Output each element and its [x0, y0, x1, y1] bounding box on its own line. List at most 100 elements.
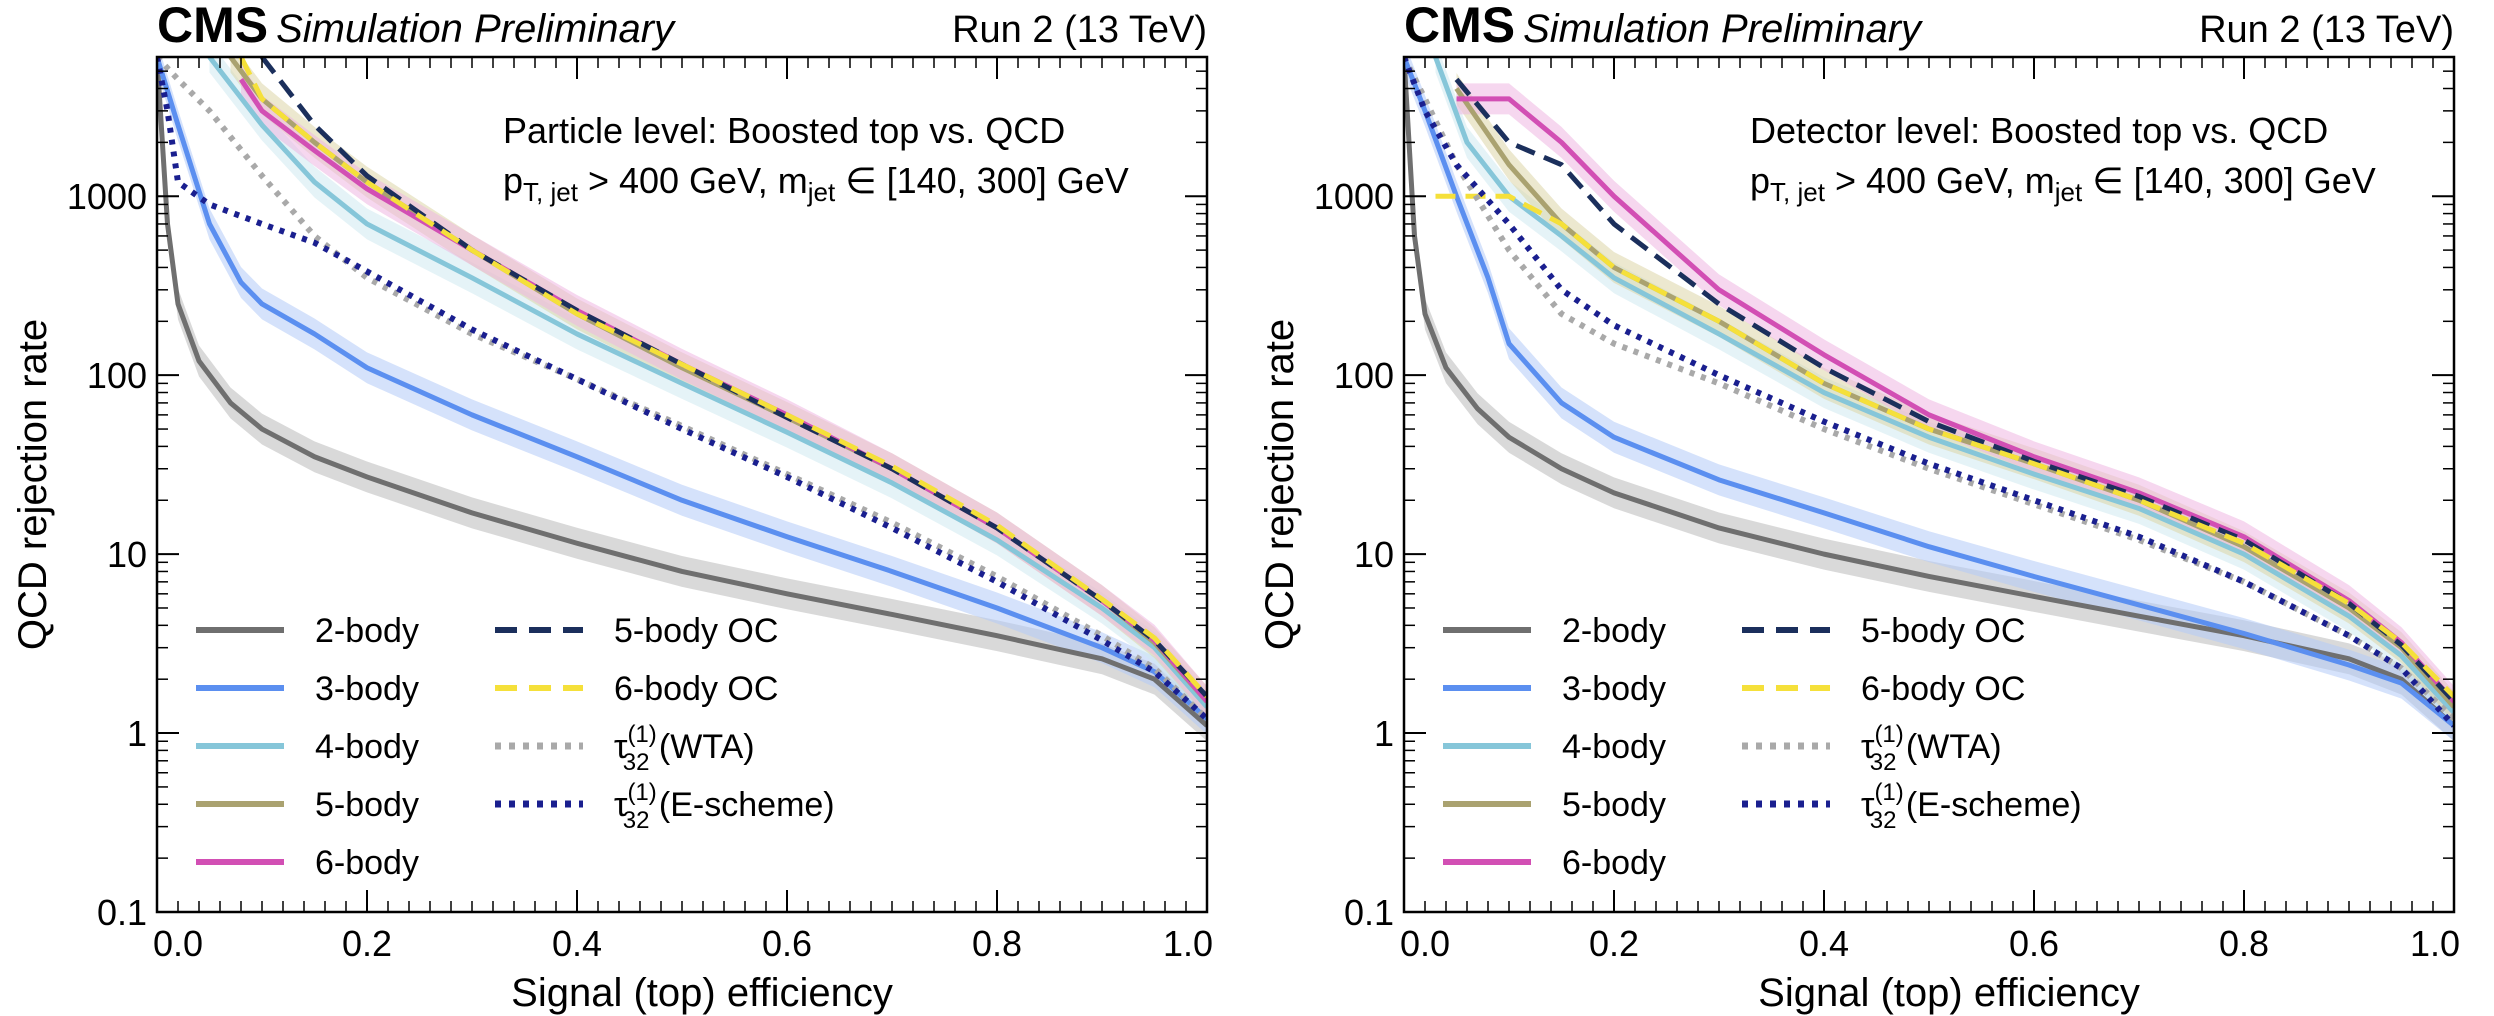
annotation-m-sub: jet: [2054, 177, 2083, 207]
annotation-pt-sub: T, jet: [1770, 177, 1826, 207]
y-axis-label: QCD rejection rate: [11, 319, 55, 650]
y-tick-label: 0.1: [97, 892, 147, 933]
series-line-2-body: [157, 57, 1207, 728]
legend-tau-sup: (1): [1874, 779, 1903, 806]
x-tick-label: 0.6: [762, 923, 812, 964]
series-line-3-body: [157, 57, 1207, 721]
legend-tau: τ: [614, 728, 628, 766]
legend-label-wta: τ(1) 32 (WTA): [1861, 721, 2002, 776]
legend-tau-sub: 32: [623, 807, 650, 834]
x-axis-label: Signal (top) efficiency: [1758, 971, 2140, 1015]
legend-tau-tail: (E-scheme): [1896, 786, 2081, 824]
x-tick-label: 0.6: [2009, 923, 2059, 964]
legend-label-6-body: 6-body: [1562, 844, 1666, 882]
series-line-6-body: [1456, 96, 2454, 704]
legend-label-5-body-oc: 5-body OC: [1861, 612, 2025, 650]
y-axis-label: QCD rejection rate: [1258, 319, 1302, 650]
legend-label-wta: τ(1) 32 (WTA): [614, 721, 755, 776]
band-6-body: [1456, 83, 2454, 718]
annotation-m-sub: jet: [807, 177, 836, 207]
series-line-32-wta: [1404, 57, 2454, 722]
legend-label-6-body-oc: 6-body OC: [1861, 670, 2025, 708]
legend-label-5-body: 5-body: [315, 786, 419, 824]
y-tick-label: 1000: [1314, 176, 1394, 217]
annotation-m-window: ∈ [140, 300] GeV: [2082, 160, 2376, 201]
band-3-body: [1404, 57, 2454, 742]
series-line-32-wta: [157, 57, 1207, 722]
legend-tau-tail: (WTA): [1896, 728, 2001, 766]
annotation-pt-cut: > 400 GeV, m: [1825, 160, 2055, 201]
legend-label-3-body: 3-body: [315, 670, 419, 708]
x-tick-label: 0.4: [552, 923, 602, 964]
left-panel-particle-level: CMS Simulation Preliminary Run 2 (13 TeV) 0…: [11, 0, 1213, 1015]
legend-tau: τ: [1861, 728, 1875, 766]
right-panel-detector-level: CMS Simulation Preliminary Run 2 (13 TeV) 0…: [1258, 0, 2460, 1015]
annotation-m-window: ∈ [140, 300] GeV: [835, 160, 1129, 201]
annotation-pt: p: [1750, 160, 1770, 201]
y-tick-label: 10: [1354, 534, 1394, 575]
header: CMS Simulation Preliminary: [1404, 0, 1924, 53]
x-tick-label: 0.0: [1400, 923, 1450, 964]
legend-tau-sub: 32: [623, 749, 650, 776]
y-tick-label: 0.1: [1344, 892, 1394, 933]
annotation-pt: p: [503, 160, 523, 201]
legend-tau-sup: (1): [627, 779, 656, 806]
legend-tau: τ: [614, 786, 628, 824]
y-tick-label: 100: [87, 355, 147, 396]
x-axis-label: Signal (top) efficiency: [511, 971, 893, 1015]
band-2-body: [157, 57, 1207, 742]
y-tick-label: 10: [107, 534, 147, 575]
header: CMS Simulation Preliminary: [157, 0, 677, 53]
series-line-3-body: [1404, 57, 2454, 728]
annotation-pt-sub: T, jet: [523, 177, 579, 207]
x-tick-label: 0.8: [972, 923, 1022, 964]
legend-label-4-body: 4-body: [315, 728, 419, 766]
legend-tau: τ: [1861, 786, 1875, 824]
legend-tau-tail: (E-scheme): [649, 786, 834, 824]
y-tick-label: 100: [1334, 355, 1394, 396]
series-line-5-body-oc: [1454, 77, 2454, 704]
legend-tau-sub: 32: [1870, 749, 1897, 776]
plot-area: [157, 57, 1207, 742]
legend-label-3-body: 3-body: [1562, 670, 1666, 708]
plot-area: [1404, 57, 2454, 742]
legend-label-2-body: 2-body: [1562, 612, 1666, 650]
legend-label-5-body-oc: 5-body OC: [614, 612, 778, 650]
series-line-6-body-oc: [1435, 193, 2454, 699]
series-line-32-e-scheme: [157, 57, 1207, 722]
y-tick-label: 1000: [67, 176, 147, 217]
x-tick-label: 1.0: [2410, 923, 2460, 964]
legend-label-e-scheme: τ(1) 32 (E-scheme): [1861, 779, 2082, 834]
legend-tau-tail: (WTA): [649, 728, 754, 766]
energy-label: Run 2 (13 TeV): [2199, 9, 2454, 51]
y-tick-label: 1: [127, 713, 147, 754]
legend-label-5-body: 5-body: [1562, 786, 1666, 824]
experiment-label: CMS: [1404, 0, 1515, 53]
x-tick-label: 0.4: [1799, 923, 1849, 964]
annotation-cuts: pT, jet > 400 GeV, mjet ∈ [140, 300] GeV: [503, 160, 1129, 207]
x-tick-label: 0.0: [153, 923, 203, 964]
x-tick-label: 0.8: [2219, 923, 2269, 964]
series-line-4-body: [1433, 57, 2454, 715]
legend-label-6-body-oc: 6-body OC: [614, 670, 778, 708]
series-line-6-body-oc: [238, 57, 1207, 699]
annotation-pt-cut: > 400 GeV, m: [578, 160, 808, 201]
y-tick-label: 1: [1374, 713, 1394, 754]
legend-label-6-body: 6-body: [315, 844, 419, 882]
band-6-body: [241, 63, 1207, 718]
series-line-4-body: [207, 57, 1207, 709]
legend-tau-sub: 32: [1870, 807, 1897, 834]
legend-label-2-body: 2-body: [315, 612, 419, 650]
status-label: Simulation Preliminary: [1523, 7, 1924, 51]
experiment-label: CMS: [157, 0, 268, 53]
energy-label: Run 2 (13 TeV): [952, 9, 1207, 51]
legend-tau-sup: (1): [627, 721, 656, 748]
annotation-title: Detector level: Boosted top vs. QCD: [1750, 110, 2328, 151]
x-tick-label: 1.0: [1163, 923, 1213, 964]
legend-label-4-body: 4-body: [1562, 728, 1666, 766]
x-tick-label: 0.2: [342, 923, 392, 964]
annotation-cuts: pT, jet > 400 GeV, mjet ∈ [140, 300] GeV: [1750, 160, 2376, 207]
annotation-title: Particle level: Boosted top vs. QCD: [503, 110, 1065, 151]
x-tick-label: 0.2: [1589, 923, 1639, 964]
